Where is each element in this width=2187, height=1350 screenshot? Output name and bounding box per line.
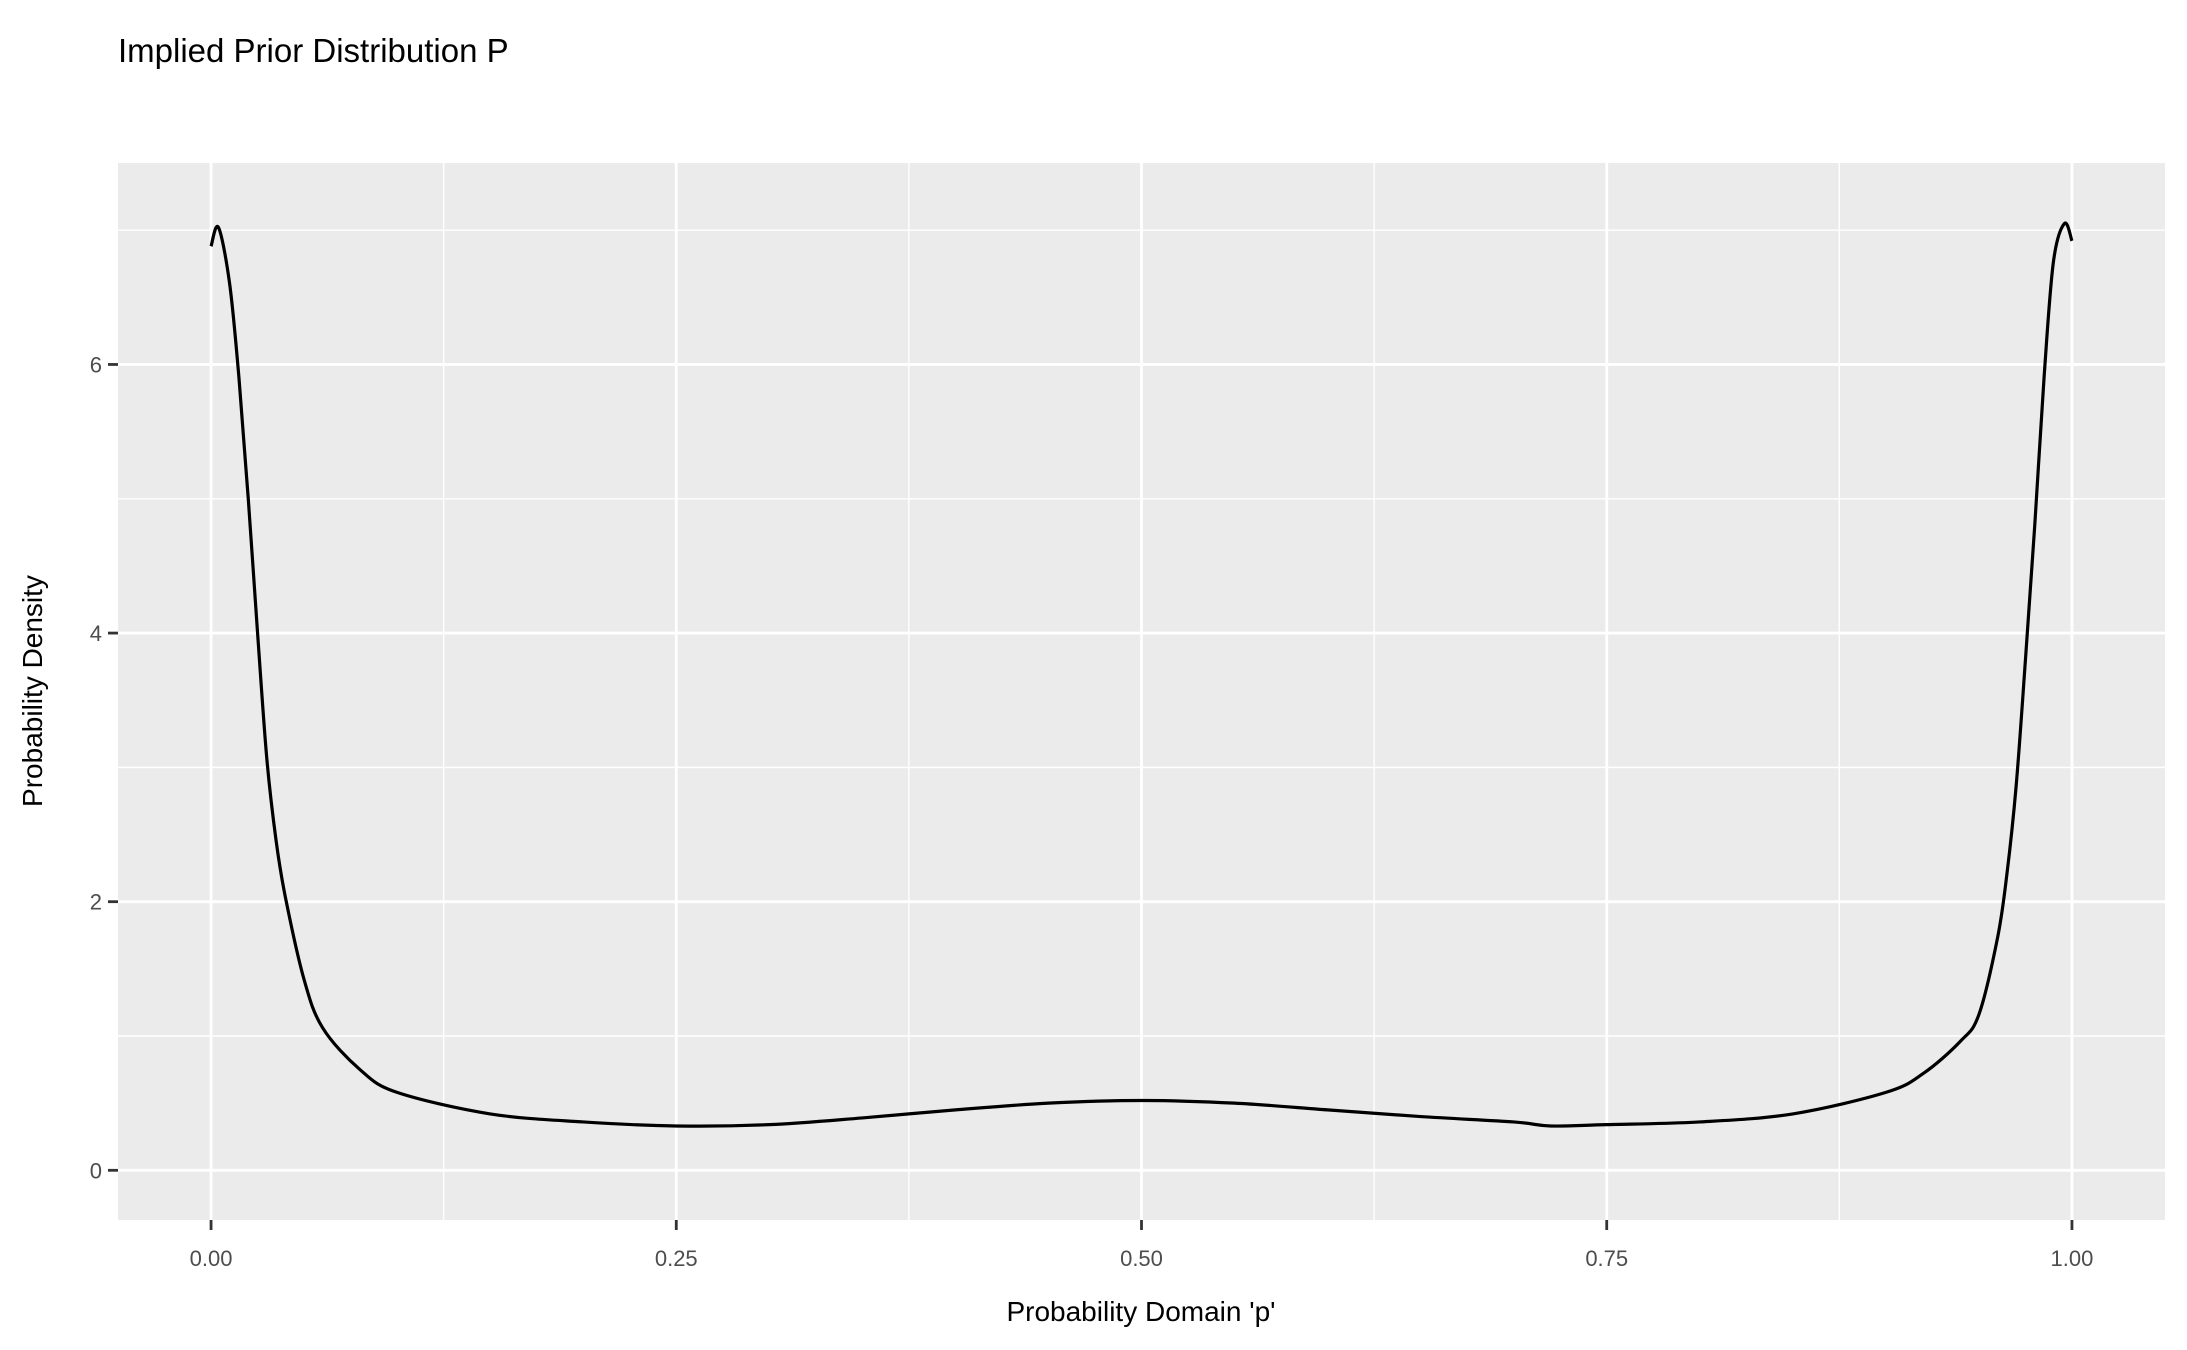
- y-tick-label: 6: [90, 352, 102, 377]
- y-tick-label: 0: [90, 1158, 102, 1183]
- axes: 0.00 0.25 0.50 0.75 1.00 0 2 4 6: [90, 352, 2094, 1271]
- gridlines: [118, 163, 2165, 1220]
- y-tick-label: 4: [90, 621, 102, 646]
- y-axis-title: Probability Density: [17, 575, 48, 807]
- chart-title: Implied Prior Distribution P: [118, 32, 509, 69]
- density-line: [209, 221, 2074, 1128]
- y-tick-label: 2: [90, 890, 102, 915]
- x-axis-title: Probability Domain 'p': [1006, 1296, 1275, 1327]
- x-tick-label: 0.25: [655, 1246, 698, 1271]
- x-tick-label: 0.75: [1585, 1246, 1628, 1271]
- x-tick-label: 0.50: [1120, 1246, 1163, 1271]
- x-tick-label: 1.00: [2051, 1246, 2094, 1271]
- x-tick-label: 0.00: [190, 1246, 233, 1271]
